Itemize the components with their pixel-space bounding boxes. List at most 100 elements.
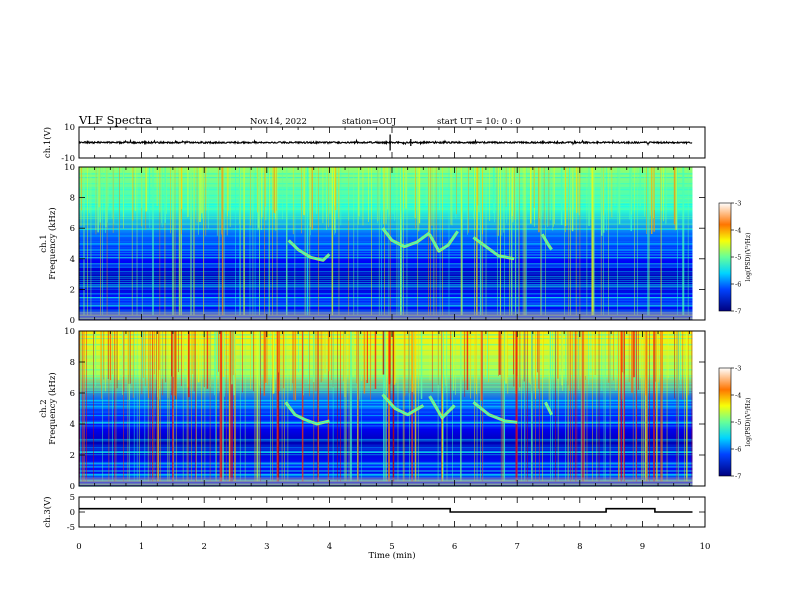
- freq-band: [79, 275, 693, 277]
- sferic-line: [301, 167, 302, 234]
- freq-band: [79, 250, 693, 251]
- sferic-line: [197, 331, 200, 383]
- sferic-line: [81, 331, 83, 482]
- emission-core: [288, 240, 330, 261]
- freq-band: [79, 228, 693, 229]
- sferic-line: [292, 331, 294, 384]
- sferic-line: [127, 331, 129, 482]
- sferic-line: [232, 331, 234, 376]
- sferic-line: [509, 167, 510, 316]
- sferic-line: [653, 331, 655, 482]
- sferic-line: [678, 331, 679, 482]
- sferic-line: [199, 167, 201, 223]
- sferic-line: [269, 167, 270, 316]
- sferic-line: [328, 167, 329, 228]
- sferic-line: [384, 167, 385, 316]
- sferic-line: [357, 331, 359, 482]
- sferic-line: [337, 331, 338, 482]
- x-tick-label: 9: [640, 542, 645, 552]
- sferic-line: [275, 167, 276, 219]
- sferic-line: [357, 331, 359, 482]
- freq-line: [79, 304, 693, 306]
- y-tick-label: 6: [70, 389, 75, 399]
- colorbar-label: log(PSD)(V²/Hz): [745, 233, 752, 282]
- sferic-line: [683, 331, 685, 482]
- date-label: Nov.14, 2022: [250, 117, 307, 127]
- sferic-line: [420, 331, 423, 399]
- sferic-line: [398, 167, 400, 316]
- y-tick-label: 10: [64, 163, 75, 173]
- sferic-line: [228, 167, 229, 211]
- sferic-line: [357, 331, 358, 482]
- sferic-line: [240, 167, 241, 316]
- sferic-line: [400, 167, 403, 316]
- freq-band: [79, 216, 693, 218]
- sferic-line: [385, 167, 387, 224]
- sferic-line: [608, 167, 609, 316]
- y-tick-label: 4: [70, 255, 75, 265]
- y-tick-label: 0: [70, 316, 75, 326]
- sferic-line: [219, 331, 220, 392]
- sferic-line: [122, 331, 124, 377]
- sferic-line: [114, 331, 116, 482]
- sferic-line: [404, 331, 406, 396]
- sferic-line: [331, 167, 334, 316]
- sferic-line: [606, 167, 607, 231]
- freq-band: [79, 267, 693, 268]
- sferic-line: [448, 167, 450, 316]
- sferic-line: [656, 331, 658, 482]
- sferic-line: [578, 167, 580, 216]
- sferic-line: [303, 331, 304, 396]
- colorbar-scale: [718, 202, 732, 312]
- sferic-line: [128, 331, 129, 375]
- sferic-line: [497, 167, 498, 316]
- sferic-line: [349, 331, 351, 380]
- sferic-line: [618, 167, 621, 225]
- sferic-line: [129, 331, 130, 482]
- sferic-line: [506, 167, 508, 224]
- sferic-line: [388, 331, 390, 482]
- sferic-line: [267, 331, 268, 385]
- sferic-line: [438, 167, 440, 210]
- freq-band: [79, 285, 693, 287]
- colorbar-tick-label: -3: [735, 200, 741, 208]
- sferic-line: [467, 167, 468, 235]
- sferic-line: [418, 167, 420, 232]
- sferic-line: [243, 167, 245, 316]
- sferic-line: [535, 331, 536, 482]
- sferic-line: [653, 167, 654, 218]
- sferic-line: [156, 167, 158, 207]
- sferic-line: [84, 331, 85, 482]
- sferic-line: [566, 331, 568, 382]
- freq-band: [79, 204, 693, 205]
- sferic-line: [394, 167, 395, 221]
- sferic-line: [100, 331, 101, 385]
- sferic-line: [388, 331, 390, 482]
- sferic-line: [174, 167, 176, 316]
- x-tick-label: 0: [76, 542, 81, 552]
- sferic-line: [275, 167, 277, 211]
- sferic-line: [104, 167, 106, 233]
- sferic-line: [524, 167, 525, 316]
- sferic-line: [308, 331, 309, 385]
- x-tick-label: 4: [327, 542, 332, 552]
- sferic-line: [284, 331, 285, 482]
- sferic-line: [621, 331, 623, 400]
- sferic-line: [462, 167, 463, 316]
- sferic-line: [161, 167, 163, 228]
- sferic-line: [547, 167, 548, 228]
- sferic-line: [582, 331, 584, 482]
- sferic-line: [631, 331, 633, 393]
- freq-band: [79, 293, 693, 295]
- sferic-line: [610, 167, 612, 212]
- sferic-line: [219, 167, 221, 316]
- sferic-line: [540, 167, 542, 316]
- sferic-line: [190, 167, 191, 316]
- freq-band: [79, 188, 693, 190]
- freq-band: [79, 264, 693, 266]
- sferic-line: [168, 331, 170, 482]
- sferic-line: [256, 331, 259, 482]
- figure-title: VLF Spectra: [78, 113, 152, 127]
- sferic-line: [195, 331, 196, 482]
- sferic-line: [172, 167, 174, 316]
